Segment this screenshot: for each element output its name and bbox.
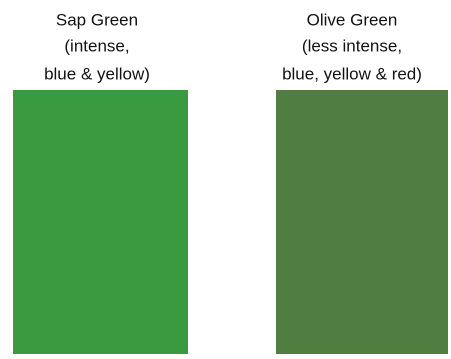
color-swatch	[276, 90, 448, 354]
swatch-label-line: (less intense,	[302, 36, 402, 55]
swatch-label-line: Sap Green	[56, 10, 138, 29]
swatch-label-line: blue & yellow)	[44, 64, 150, 83]
swatch-label-line: blue, yellow & red)	[282, 64, 422, 83]
swatch-label-line: Olive Green	[307, 10, 398, 29]
color-swatch	[13, 90, 188, 354]
swatch-label-line: (intense,	[64, 36, 129, 55]
